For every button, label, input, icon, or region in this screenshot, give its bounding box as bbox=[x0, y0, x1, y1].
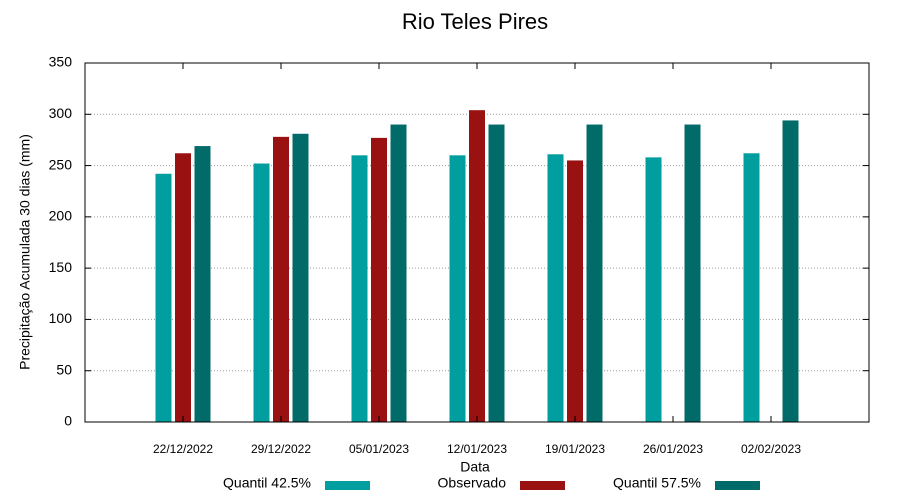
bar bbox=[684, 124, 701, 423]
x-tick-label: 22/12/2022 bbox=[153, 442, 213, 456]
legend-swatch bbox=[325, 481, 370, 490]
bar bbox=[390, 124, 407, 423]
x-axis-label: Data bbox=[460, 459, 490, 475]
bar bbox=[155, 173, 172, 422]
bar bbox=[253, 163, 270, 422]
legend-label: Observado bbox=[438, 475, 507, 491]
bars bbox=[155, 110, 799, 423]
bar bbox=[273, 136, 289, 422]
bar bbox=[567, 160, 583, 422]
bar bbox=[469, 110, 485, 422]
y-tick-label: 200 bbox=[49, 208, 73, 224]
bar bbox=[547, 154, 564, 422]
x-tick-label: 12/01/2023 bbox=[447, 442, 507, 456]
chart-title: Rio Teles Pires bbox=[402, 9, 548, 34]
bar bbox=[586, 124, 603, 423]
x-tick-label: 02/02/2023 bbox=[741, 442, 801, 456]
y-tick-label: 300 bbox=[49, 105, 73, 121]
y-tick-label: 100 bbox=[49, 310, 73, 326]
bar bbox=[743, 153, 760, 422]
y-axis-label: Precipitação Acumulada 30 dias (mm) bbox=[17, 134, 33, 370]
y-tick-label: 250 bbox=[49, 156, 73, 172]
legend-label: Quantil 57.5% bbox=[613, 475, 701, 491]
bar bbox=[371, 137, 387, 422]
bar bbox=[194, 146, 211, 422]
y-tick-label: 50 bbox=[56, 361, 72, 377]
legend-label: Quantil 42.5% bbox=[223, 475, 311, 491]
bar bbox=[292, 133, 309, 422]
x-tick-label: 26/01/2023 bbox=[643, 442, 703, 456]
x-tick-label: 29/12/2022 bbox=[251, 442, 311, 456]
legend-swatch bbox=[715, 481, 760, 490]
x-tick-label: 19/01/2023 bbox=[545, 442, 605, 456]
y-tick-label: 150 bbox=[49, 259, 73, 275]
y-tick-label: 0 bbox=[64, 413, 72, 429]
bar bbox=[488, 124, 505, 423]
labels: 0 50 100 150 200 250 300 350 22/12/2022 29/12/202… bbox=[49, 54, 869, 491]
bar bbox=[782, 120, 799, 422]
x-tick-label: 05/01/2023 bbox=[349, 442, 409, 456]
bar bbox=[645, 157, 662, 422]
bar bbox=[351, 155, 368, 423]
bar bbox=[175, 153, 191, 422]
y-tick-label: 350 bbox=[49, 54, 73, 70]
legend-swatch bbox=[520, 481, 565, 490]
bar bbox=[449, 155, 466, 423]
